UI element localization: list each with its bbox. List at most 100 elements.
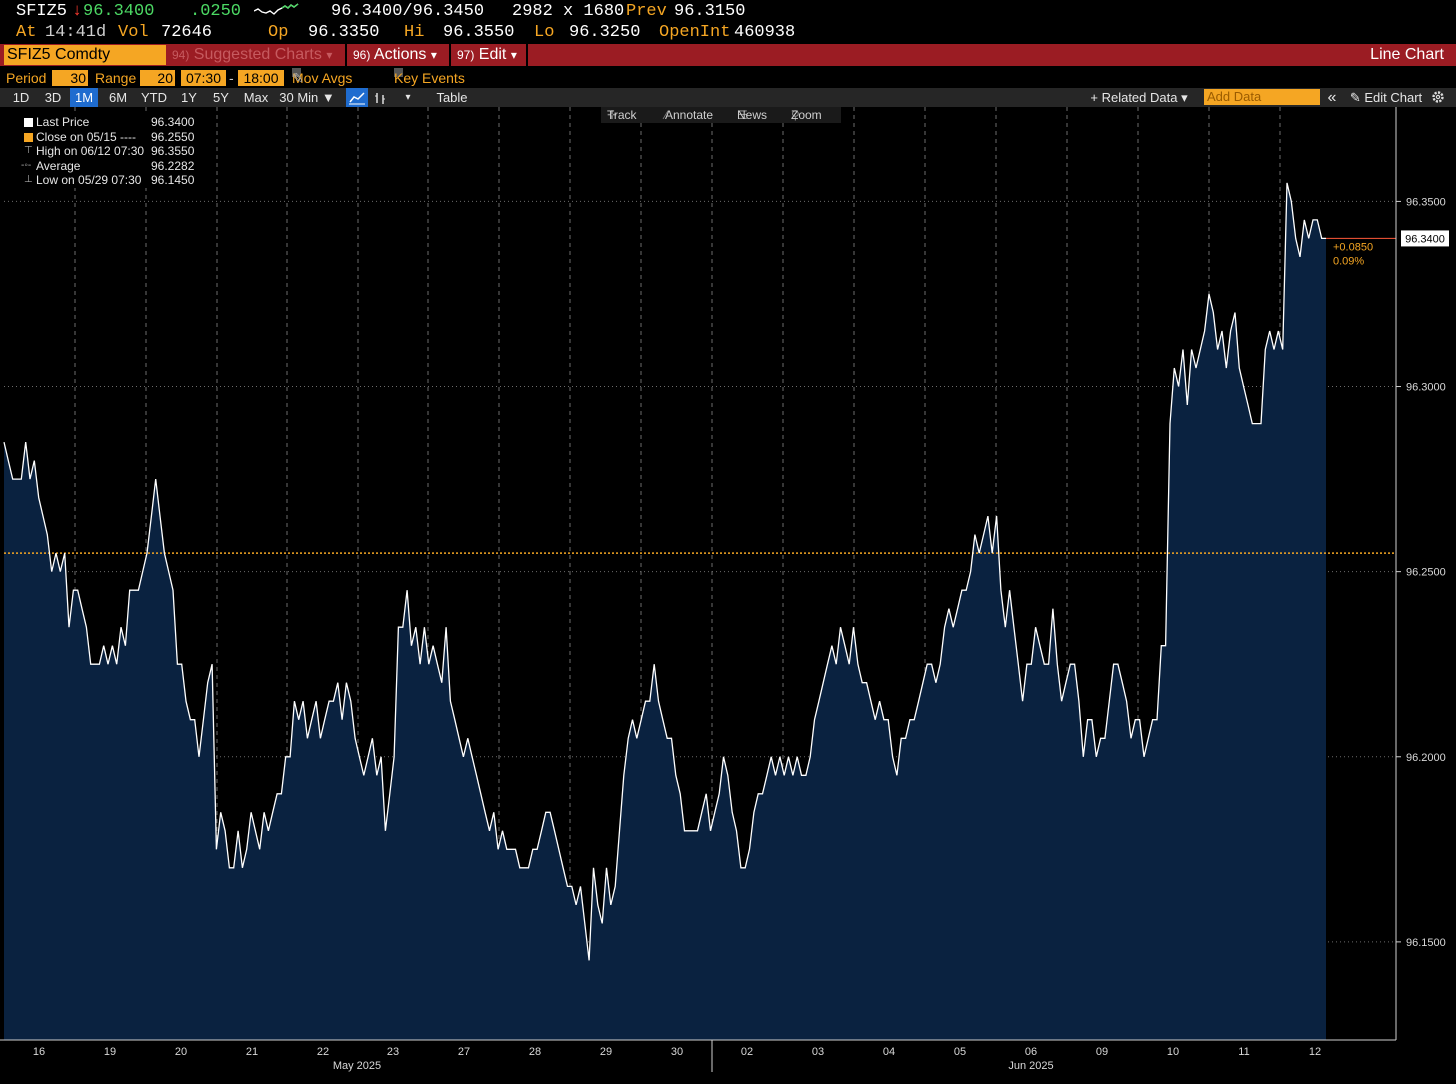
change-value: +0.0850	[1333, 241, 1373, 253]
chart-toolbar: 1D 3D 1M 6M YTD 1Y 5Y Max 30 Min ▼ ▾ Table + Re…	[0, 88, 1456, 107]
open-label: Op	[268, 23, 289, 42]
range-button-1m[interactable]: 1M	[70, 88, 98, 107]
time-separator: -	[229, 70, 234, 86]
range-button-3d[interactable]: 3D	[44, 90, 62, 105]
x-tick-label: 28	[529, 1046, 541, 1058]
table-button[interactable]: Table	[436, 90, 468, 105]
mov-avgs-checkbox[interactable]	[292, 68, 301, 77]
bid-ask-size: 2982 x 1680	[512, 2, 625, 21]
add-data-input[interactable]: Add Data	[1204, 89, 1320, 105]
x-tick-label: 06	[1025, 1046, 1037, 1058]
legend-high: ⊤ High on 06/12 07:30 96.3550	[24, 144, 195, 158]
month-label: May 2025	[333, 1060, 381, 1072]
pencil-icon: ✎	[1349, 90, 1361, 105]
vol-label: Vol	[118, 23, 149, 42]
legend-low: ⊥ Low on 05/29 07:30 96.1450	[24, 173, 195, 187]
legend-swatch-orange	[24, 132, 33, 142]
range-button-5y[interactable]: 5Y	[213, 90, 229, 105]
line-chart-icon[interactable]	[346, 88, 368, 107]
x-tick-label: 27	[458, 1046, 470, 1058]
legend-swatch-white	[24, 118, 33, 127]
chart-legend: Last Price 96.3400 Close on 05/15 ---- 96.…	[10, 115, 196, 188]
low-label: Lo	[534, 23, 555, 42]
y-tick-label: 96.3000	[1406, 382, 1446, 394]
x-tick-label: 29	[600, 1046, 612, 1058]
range-button-ytd[interactable]: YTD	[141, 90, 167, 105]
crosshair-icon: ✛	[607, 108, 618, 122]
legend-last-price[interactable]: Last Price 96.3400	[10, 115, 196, 130]
end-time-field[interactable]: 18:00	[238, 70, 284, 86]
x-tick-label: 02	[741, 1046, 753, 1058]
y-tick-label: 96.3500	[1406, 196, 1446, 208]
period-label: Period	[6, 70, 47, 86]
annotate-icon: ⁄	[665, 108, 668, 122]
pencil-icon[interactable]: ✎	[292, 70, 304, 86]
high-marker-icon: ⊤	[24, 145, 33, 156]
x-tick-label: 05	[954, 1046, 966, 1058]
prev-value: 96.3150	[674, 2, 746, 21]
period-field[interactable]: 30	[52, 70, 88, 86]
x-tick-label: 19	[104, 1046, 116, 1058]
month-label: Jun 2025	[1008, 1060, 1053, 1072]
open-value: 96.3350	[308, 23, 380, 42]
x-tick-label: 12	[1309, 1046, 1321, 1058]
price-area-fill	[4, 182, 1326, 1040]
x-tick-label: 10	[1167, 1046, 1179, 1058]
sparkline-icon	[253, 2, 300, 24]
start-time-field[interactable]: 07:30	[181, 70, 226, 86]
x-tick-label: 21	[246, 1046, 258, 1058]
range-button-1d[interactable]: 1D	[12, 90, 30, 105]
suggested-charts-menu[interactable]: 94) Suggested Charts ▾	[172, 46, 333, 63]
x-tick-label: 30	[671, 1046, 683, 1058]
menu-bar	[0, 44, 1456, 66]
range-button-6m[interactable]: 6M	[108, 90, 128, 105]
average-marker-icon: -◦-	[21, 159, 32, 171]
low-marker-icon: ⊥	[24, 174, 33, 185]
chart-type-title: Line Chart	[1370, 46, 1444, 63]
related-data-button[interactable]: + Related Data ▾	[1090, 90, 1188, 105]
quote-header: SFIZ5 ↓ 96.3400 .0250 96.3400/96.3450 29…	[0, 0, 1456, 44]
x-tick-label: 22	[317, 1046, 329, 1058]
legend-average: -◦- Average 96.2282	[21, 158, 195, 173]
actions-menu[interactable]: 96) Actions ▾	[353, 46, 437, 63]
gear-icon[interactable]	[1430, 88, 1446, 107]
quote-time: 14:41d	[45, 23, 107, 42]
at-label: At	[16, 23, 37, 42]
last-price-tag	[1401, 230, 1449, 247]
open-interest-value: 460938	[734, 23, 796, 42]
collapse-icon[interactable]: «	[1327, 89, 1337, 106]
prev-label: Prev	[626, 2, 667, 21]
legend-close[interactable]: Close on 05/15 ---- 96.2550	[10, 130, 196, 145]
x-tick-label: 23	[387, 1046, 399, 1058]
bar-chart-icon[interactable]	[370, 88, 390, 107]
chart-style-dropdown-icon[interactable]: ▾	[405, 92, 411, 103]
range-label: Range	[95, 70, 137, 86]
high-label: Hi	[404, 23, 425, 42]
vol-value: 72646	[161, 23, 213, 42]
high-value: 96.3550	[443, 23, 515, 42]
price-chart[interactable]: 96.3500 96.3000 96.2500 96.2000 96.1500 16 19…	[0, 107, 1456, 1084]
price-line	[3, 182, 1326, 961]
range-button-max[interactable]: Max	[243, 90, 269, 105]
x-tick-label: 03	[812, 1046, 824, 1058]
y-tick-label: 96.2000	[1406, 752, 1446, 764]
change-percent: 0.09%	[1333, 255, 1364, 267]
range-button-1y[interactable]: 1Y	[181, 90, 197, 105]
down-arrow-icon: ↓	[72, 2, 83, 21]
bid-ask: 96.3400/96.3450	[331, 2, 485, 21]
y-tick-label: 96.2500	[1406, 567, 1446, 579]
range-field[interactable]: 20	[140, 70, 175, 86]
edit-chart-button[interactable]: ✎ Edit Chart	[1349, 90, 1423, 105]
key-events-checkbox[interactable]	[394, 68, 403, 77]
edit-menu[interactable]: 97) Edit ▾	[457, 46, 517, 63]
security-field[interactable]: SFIZ5 Comdty	[4, 45, 166, 65]
open-interest-label: OpenInt	[659, 23, 731, 42]
last-price-tag-text: 96.3400	[1405, 233, 1445, 245]
net-change: .0250	[190, 2, 242, 21]
x-tick-label: 20	[175, 1046, 187, 1058]
x-tick-label: 16	[33, 1046, 45, 1058]
x-tick-label: 09	[1096, 1046, 1108, 1058]
interval-select[interactable]: 30 Min ▼	[279, 90, 335, 105]
y-tick-label: 96.1500	[1406, 937, 1446, 949]
last-price: 96.3400	[83, 2, 155, 21]
